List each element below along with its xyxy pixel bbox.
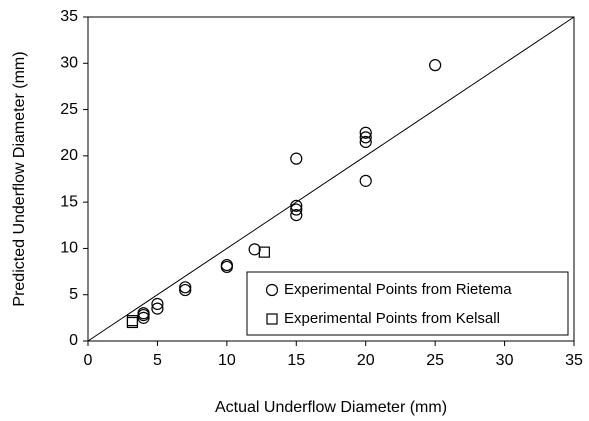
y-tick-label: 5: [69, 286, 78, 303]
y-tick-label: 25: [60, 101, 78, 118]
marker-circle: [290, 209, 303, 222]
x-tick-label: 0: [84, 352, 93, 369]
marker-square: [266, 313, 278, 325]
y-tick-label: 15: [60, 193, 78, 210]
x-tick-label: 30: [496, 352, 514, 369]
x-tick-label: 10: [218, 352, 236, 369]
marker-square: [126, 316, 139, 329]
marker-circle: [359, 135, 372, 149]
x-tick-label: 20: [357, 352, 375, 369]
legend-label: Experimental Points from Kelsall: [284, 310, 500, 327]
marker-square: [258, 246, 270, 258]
marker-circle: [151, 297, 164, 311]
marker-circle: [290, 199, 303, 212]
marker-circle: [137, 308, 150, 322]
marker-circle: [179, 281, 192, 294]
marker-circle: [359, 126, 372, 139]
marker-circle: [179, 283, 192, 297]
legend-box: [246, 271, 569, 336]
x-tick-label: 25: [426, 352, 444, 369]
plot-frame: [87, 16, 575, 342]
marker-circle: [359, 131, 372, 144]
marker-circle: [290, 152, 303, 165]
y-tick-label: 0: [69, 332, 78, 349]
marker-circle: [265, 283, 279, 297]
marker-circle: [137, 311, 150, 324]
marker-circle: [248, 243, 261, 256]
y-axis-label: Predicted Underflow Diameter (mm): [11, 51, 28, 306]
marker-circle: [290, 203, 303, 216]
x-tick-label: 35: [565, 352, 583, 369]
x-axis-label: Actual Underflow Diameter (mm): [215, 399, 447, 416]
y-tick-label: 10: [60, 240, 78, 257]
x-tick-label: 5: [153, 352, 162, 369]
marker-circle: [359, 174, 372, 187]
y-tick-label: 35: [60, 8, 78, 25]
legend-label: Experimental Points from Rietema: [284, 281, 512, 298]
y-tick-label: 20: [60, 147, 78, 164]
marker-circle: [151, 302, 164, 315]
parity-line: [87, 16, 575, 342]
marker-circle: [429, 59, 442, 72]
x-tick-label: 15: [287, 352, 305, 369]
y-tick-label: 30: [60, 55, 78, 72]
marker-circle: [220, 260, 233, 274]
